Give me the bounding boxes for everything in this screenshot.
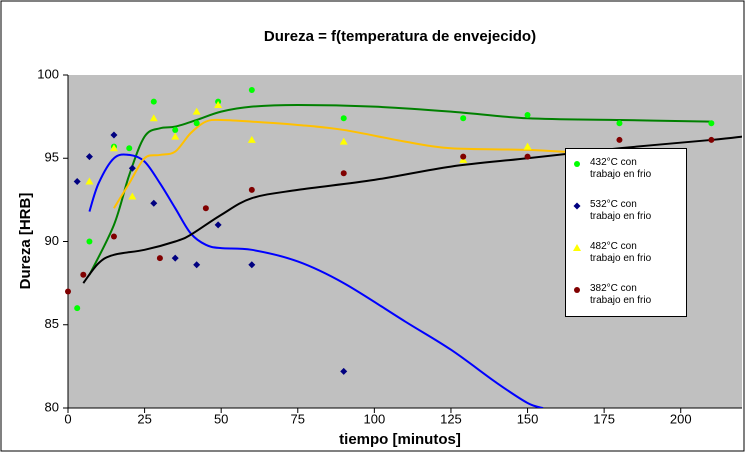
legend-marker [573,202,581,210]
legend-label: 432°C con trabajo en frio [590,157,652,180]
x-tick-label: 125 [440,411,462,426]
legend-entry: 382°C con trabajo en frio [572,283,682,307]
legend-marker-box [573,244,581,251]
data-point [128,192,137,200]
data-point [708,136,715,143]
data-point [172,126,179,133]
legend-marker-box [573,202,581,210]
x-tick-label: 25 [137,411,151,426]
y-tick-label: 80 [45,399,59,414]
x-tick-label: 150 [517,411,539,426]
trend-line [88,153,544,408]
data-point [248,186,255,193]
data-point [524,111,531,118]
data-point [149,114,158,122]
data-point [523,142,532,150]
y-tick-label: 100 [37,66,59,81]
data-point [248,86,255,93]
x-tick-label: 75 [291,411,305,426]
legend: 432°C con trabajo en frio 532°C con traba… [565,148,687,317]
legend-marker-box [574,161,580,167]
data-point [460,153,467,160]
data-point [85,177,94,185]
trend-line [113,118,589,209]
data-point [340,170,347,177]
data-point [193,261,201,269]
data-point [126,145,133,152]
data-point [339,137,348,145]
x-axis-label: tiempo [minutos] [339,431,461,448]
data-point [214,221,222,229]
legend-label: 482°C con trabajo en frio [590,241,652,264]
data-point [248,261,256,269]
data-point [150,199,158,207]
x-tick-label: 200 [670,411,692,426]
legend-entry: 432°C con trabajo en frio [572,157,682,181]
data-point [80,271,87,278]
data-point [85,153,93,161]
legend-marker-box [574,287,580,293]
x-tick-label: 175 [593,411,615,426]
chart-title: Dureza = f(temperatura de envejecido) [264,28,536,45]
data-point [150,98,157,105]
data-point [340,367,348,375]
x-tick-label: 100 [364,411,386,426]
legend-label: 532°C con trabajo en frio [590,199,652,222]
y-tick-label: 95 [45,150,59,165]
data-point [193,120,200,127]
data-point [214,100,223,108]
data-point [86,238,93,245]
data-point [171,254,179,262]
data-point [171,132,180,140]
legend-entry: 482°C con trabajo en frio [572,241,682,265]
data-point [65,288,71,295]
data-point [616,136,623,143]
data-point [73,178,81,186]
data-point [110,233,117,240]
y-axis-label: Dureza [HRB] [17,193,34,290]
legend-label: 382°C con trabajo en frio [590,283,652,306]
legend-marker [573,244,581,251]
data-point [128,164,136,172]
data-point [616,120,623,127]
data-point [524,153,531,160]
x-tick-label: 0 [64,411,71,426]
legend-marker [574,161,580,167]
x-tick-label: 50 [214,411,228,426]
y-tick-label: 85 [45,316,59,331]
data-point [74,305,81,312]
data-point [110,131,118,139]
legend-marker [574,287,580,293]
data-point [340,115,347,122]
data-point [109,144,118,152]
data-point [156,255,163,262]
data-point [708,120,715,127]
data-point [460,115,467,122]
legend-entry: 532°C con trabajo en frio [572,199,682,223]
y-tick-label: 90 [45,233,59,248]
data-point [247,135,256,143]
data-point [192,107,201,115]
data-point [202,205,209,212]
